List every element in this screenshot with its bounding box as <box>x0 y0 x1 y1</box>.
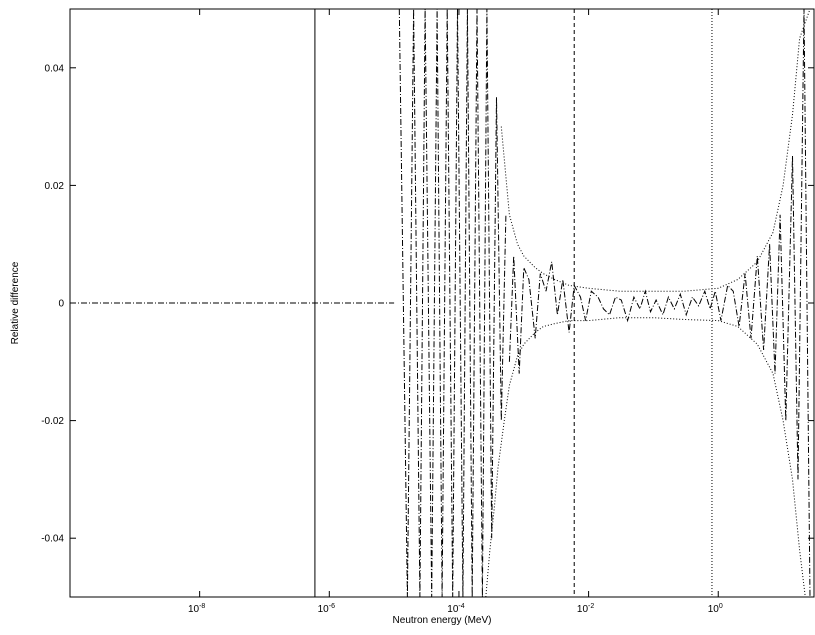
y-tick-label: -0.02 <box>41 416 64 427</box>
x-tick-label: 10-6 <box>318 603 335 615</box>
x-tick-label: 10-8 <box>188 603 205 615</box>
y-tick-label: 0.02 <box>45 181 65 192</box>
y-tick-label: -0.04 <box>41 534 64 545</box>
y-tick-label: 0 <box>58 299 64 310</box>
x-tick-label: 100 <box>708 603 723 615</box>
x-axis-label: Neutron energy (MeV) <box>393 615 492 626</box>
series-line <box>508 8 811 598</box>
chart-marks <box>70 8 811 598</box>
x-tick-label: 10-2 <box>577 603 594 615</box>
x-axis-ticks: 10-8 10-6 10-4 10-2 100 <box>188 9 723 615</box>
x-tick-label: 10-4 <box>447 603 464 615</box>
series-line <box>398 8 507 598</box>
y-tick-label: 0.04 <box>45 63 65 74</box>
series-line <box>485 317 806 598</box>
y-axis-ticks: 0.04 0.02 0 -0.02 -0.04 <box>41 63 814 545</box>
y-axis-label: Relative difference <box>10 261 21 344</box>
series-line <box>500 8 811 292</box>
